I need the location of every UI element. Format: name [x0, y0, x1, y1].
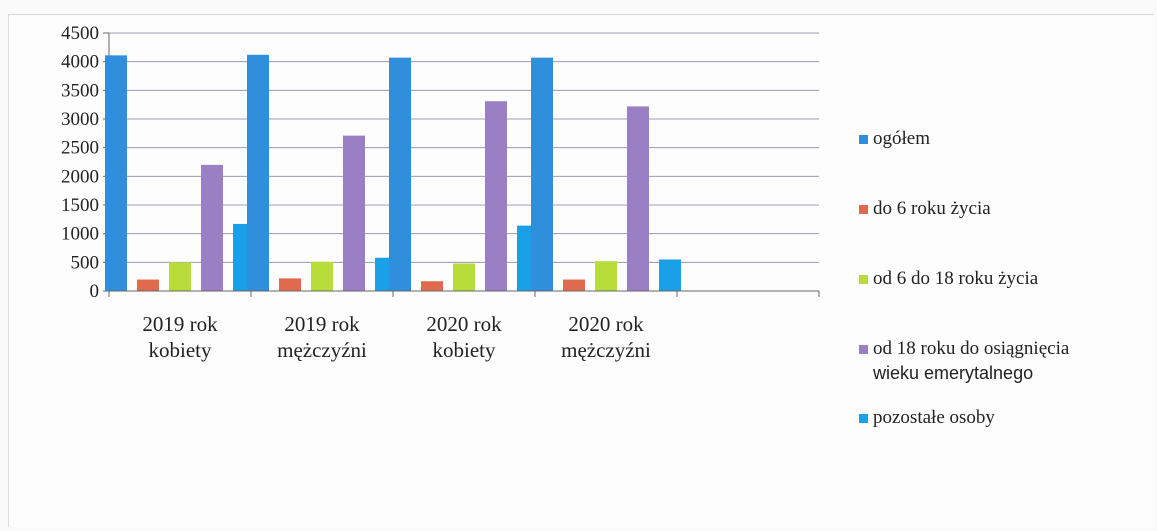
bars [105, 54, 681, 292]
x-tick-label: mężczyźni [561, 338, 651, 362]
y-tick-label: 1500 [61, 195, 99, 216]
y-tick-label: 3000 [61, 109, 99, 130]
x-tick-label: kobiety [433, 338, 496, 362]
bar [343, 135, 365, 291]
x-tick-label: kobiety [149, 338, 212, 362]
legend-label: pozostałe osoby [873, 407, 995, 428]
y-tick-label: 3500 [61, 80, 99, 101]
legend: ogółem do 6 roku życia od 6 do 18 roku życ… [859, 128, 1070, 428]
legend-swatch [859, 345, 868, 354]
y-axis: 0 500 1000 1500 2000 2500 3000 3500 4000 4500 [61, 23, 110, 302]
bar [137, 279, 159, 291]
y-tick-label: 500 [71, 252, 100, 273]
legend-label: od 6 do 18 roku życia [873, 268, 1039, 289]
bar [247, 54, 269, 291]
legend-swatch [859, 135, 868, 144]
bar [453, 263, 475, 291]
gridlines [109, 32, 819, 292]
bar [105, 55, 127, 291]
bar [595, 261, 617, 291]
bar [563, 279, 585, 291]
bar [531, 57, 553, 291]
legend-swatch [859, 205, 868, 214]
bar [485, 101, 507, 291]
legend-label: od 18 roku do osiągnięcia [873, 338, 1070, 359]
legend-label: ogółem [873, 128, 930, 149]
bar [169, 262, 191, 291]
y-tick-label: 2000 [61, 166, 99, 187]
y-tick-label: 4500 [61, 23, 99, 44]
bar [279, 278, 301, 291]
legend-label: wieku emerytalnego [872, 363, 1033, 383]
y-tick-label: 0 [90, 281, 100, 302]
bar-chart: 0 500 1000 1500 2000 2500 3000 3500 4000 4500 201… [61, 23, 1070, 428]
bar [311, 261, 333, 291]
bar [659, 259, 681, 291]
bar [421, 281, 443, 291]
y-tick-label: 4000 [61, 52, 99, 73]
legend-swatch [859, 414, 868, 423]
x-tick-label: mężczyźni [277, 338, 367, 362]
x-tick-label: 2019 rok [142, 312, 218, 336]
legend-label: do 6 roku życia [873, 198, 991, 219]
bar [201, 164, 223, 291]
legend-swatch [859, 275, 868, 284]
bar [627, 106, 649, 292]
y-tick-label: 1000 [61, 224, 99, 245]
y-tick-label: 2500 [61, 138, 99, 159]
x-tick-label: 2020 rok [568, 312, 644, 336]
chart-frame: 0 500 1000 1500 2000 2500 3000 3500 4000 4500 201… [8, 14, 1154, 527]
bar [389, 57, 411, 291]
x-tick-label: 2019 rok [284, 312, 360, 336]
x-tick-label: 2020 rok [426, 312, 502, 336]
